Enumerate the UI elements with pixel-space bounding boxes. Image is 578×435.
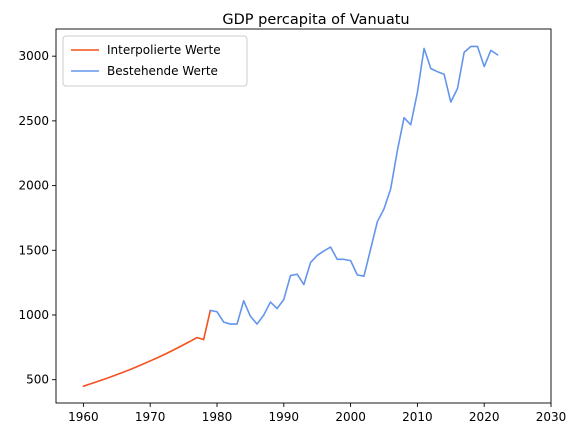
y-tick-label: 2000 — [18, 179, 49, 193]
x-tick-label: 2020 — [469, 410, 500, 424]
plot-frame — [55, 28, 552, 404]
y-tick-label: 500 — [26, 373, 49, 387]
x-tick-label: 2030 — [536, 410, 567, 424]
x-tick-label: 1990 — [269, 410, 300, 424]
chart-title: GDP percapita of Vanuatu — [222, 12, 409, 28]
x-tick-label: 1960 — [68, 410, 99, 424]
x-tick-label: 2010 — [402, 410, 433, 424]
x-tick-label: 2000 — [335, 410, 366, 424]
legend-label-1: Interpolierte Werte — [107, 43, 221, 57]
y-tick-label: 2500 — [18, 114, 49, 128]
legend-box — [62, 35, 248, 87]
x-tick-label: 1970 — [135, 410, 166, 424]
series-layer — [82, 45, 499, 387]
y-tick-label: 3000 — [18, 49, 49, 63]
legend-label-2: Bestehende Werte — [107, 64, 218, 78]
axes-layer: 1960 1970 1980 1990 2000 2010 2020 2030 500 1000 1… — [18, 28, 567, 424]
series-line-2 — [209, 45, 499, 325]
y-tick-label: 1000 — [18, 308, 49, 322]
series-line-1 — [82, 309, 212, 387]
y-tick-label: 1500 — [18, 243, 49, 257]
x-tick-label: 1980 — [202, 410, 233, 424]
legend: Interpolierte Werte Bestehende Werte — [62, 35, 248, 87]
